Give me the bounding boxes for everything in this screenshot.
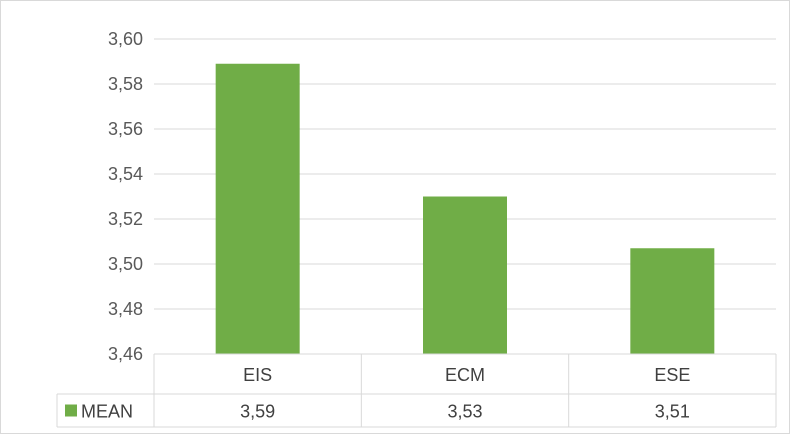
y-tick-label: 3,56 <box>108 119 143 139</box>
y-axis-ticks: 3,46 3,48 3,50 3,52 3,54 3,56 3,58 3,60 <box>108 29 143 364</box>
data-label: 3,53 <box>447 402 482 422</box>
bar-ese <box>630 248 715 354</box>
y-tick-label: 3,58 <box>108 74 143 94</box>
y-tick-label: 3,50 <box>108 254 143 274</box>
y-tick-label: 3,54 <box>108 164 143 184</box>
category-label: ECM <box>445 365 485 385</box>
legend-label: MEAN <box>81 402 133 422</box>
bar-ecm <box>423 196 507 354</box>
legend-swatch <box>65 404 77 417</box>
y-tick-label: 3,46 <box>108 344 143 364</box>
data-label: 3,59 <box>240 402 275 422</box>
y-tick-label: 3,60 <box>108 29 143 49</box>
data-label: 3,51 <box>655 402 690 422</box>
bars <box>215 63 715 354</box>
y-tick-label: 3,52 <box>108 209 143 229</box>
data-table: EIS ECM ESE MEAN 3,59 3,53 3,51 <box>56 353 777 428</box>
category-label: EIS <box>243 365 272 385</box>
bar-eis <box>215 63 300 354</box>
y-tick-label: 3,48 <box>108 299 143 319</box>
category-label: ESE <box>654 365 690 385</box>
